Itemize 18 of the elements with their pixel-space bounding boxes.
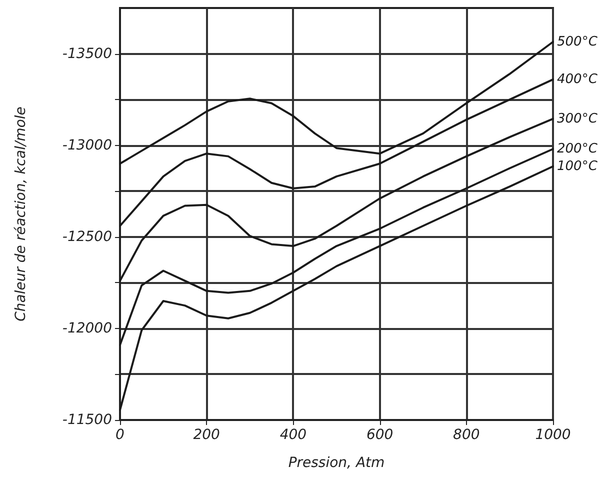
x-tick-label: 0 xyxy=(116,427,125,443)
y-tick-label: -11500 xyxy=(62,412,112,428)
y-tick-label: -12000 xyxy=(62,320,112,336)
y-tick-label: -13000 xyxy=(62,137,112,154)
x-tick-label: 1000 xyxy=(535,427,571,443)
y-tick-label: -12500 xyxy=(62,228,112,245)
series-label: 100°C xyxy=(557,158,598,174)
x-tick-label: 800 xyxy=(453,427,480,443)
x-tick-label: 200 xyxy=(193,427,220,443)
series-label: 300°C xyxy=(557,111,598,126)
y-tick-label: -13500 xyxy=(62,46,112,62)
x-axis-title: Pression, Atm xyxy=(288,455,385,471)
series-label: 500°C xyxy=(557,34,598,50)
x-tick-label: 600 xyxy=(366,427,394,443)
series-label: 400°C xyxy=(557,72,598,87)
y-axis-title: Chaleur de réaction, kcal/mole xyxy=(13,106,29,322)
series-label: 200°C xyxy=(557,141,598,156)
x-tick-label: 400 xyxy=(280,427,307,443)
